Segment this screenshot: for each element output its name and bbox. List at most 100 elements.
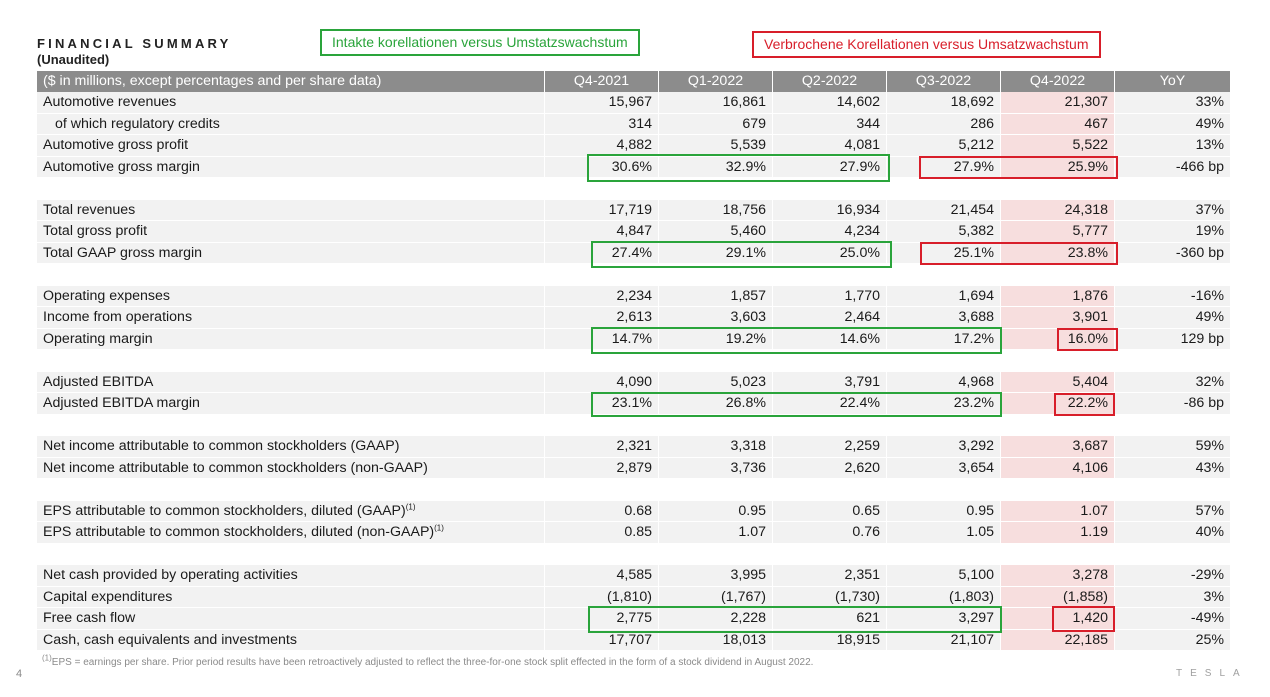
row-label: EPS attributable to common stockholders,… (37, 522, 544, 543)
row-label-text: Total gross profit (43, 223, 148, 239)
row-spacer (37, 544, 1230, 566)
table-row: Total gross profit 4,847 5,460 4,234 5,382 5,… (37, 221, 1230, 243)
row-label: Adjusted EBITDA (37, 372, 544, 393)
table-cell: 27.9% (886, 156, 1000, 177)
row-label-text: Adjusted EBITDA margin (43, 395, 200, 411)
row-label: Cash, cash equivalents and investments (37, 630, 544, 651)
table-cell: 22.4% (772, 393, 886, 414)
table-cell: 0.95 (658, 500, 772, 521)
table-row: Automotive revenues 15,967 16,861 14,602 18,… (37, 92, 1230, 114)
table-cell: 0.68 (544, 500, 658, 521)
table-cell: 49% (1114, 113, 1230, 134)
table-cell: 21,307 (1000, 92, 1114, 113)
table-cell: 2,464 (772, 307, 886, 328)
row-label-text: EPS attributable to common stockholders,… (43, 524, 435, 540)
row-spacer (37, 415, 1230, 437)
table-row: Free cash flow 2,775 2,228 621 3,297 1,420 -49… (37, 608, 1230, 630)
table-cell: 21,107 (886, 629, 1000, 650)
table-row: Net income attributable to common stockh… (37, 457, 1230, 479)
table-cell: 4,847 (544, 221, 658, 242)
table-cell: 679 (658, 113, 772, 134)
row-label: of which regulatory credits (37, 114, 544, 135)
table-row: Income from operations 2,613 3,603 2,464 3,6… (37, 307, 1230, 329)
table-cell: 3,318 (658, 436, 772, 457)
table-row: Net income attributable to common stockh… (37, 436, 1230, 458)
table-cell: 37% (1114, 199, 1230, 220)
table-cell: 0.85 (544, 522, 658, 543)
row-label-text: of which regulatory credits (55, 115, 220, 132)
footnote-marker: (1) (434, 523, 444, 533)
table-cell: 18,756 (658, 199, 772, 220)
table-cell: 30.6% (544, 156, 658, 177)
table-cell: 25.9% (1000, 156, 1114, 177)
row-label: Total revenues (37, 200, 544, 221)
row-label: Automotive revenues (37, 92, 544, 113)
table-row: EPS attributable to common stockholders,… (37, 500, 1230, 522)
table-cell: 5,539 (658, 135, 772, 156)
row-label: Operating margin (37, 329, 544, 350)
table-cell: 27.9% (772, 156, 886, 177)
row-label-text: Net income attributable to common stockh… (43, 438, 400, 454)
table-cell: (1,858) (1000, 586, 1114, 607)
table-cell: 5,212 (886, 135, 1000, 156)
table-cell: 0.76 (772, 522, 886, 543)
row-label-text: Automotive gross margin (43, 158, 200, 175)
green-box-ebitda-margin (591, 392, 1002, 417)
row-label-text: Total revenues (43, 201, 136, 218)
table-cell: (1,803) (886, 586, 1000, 607)
table-row: Total revenues 17,719 18,756 16,934 21,454 24… (37, 199, 1230, 221)
table-cell: 23.1% (544, 393, 658, 414)
row-label-text: Cash, cash equivalents and investments (43, 631, 297, 648)
table-cell: 4,968 (886, 371, 1000, 392)
table-cell: 2,228 (658, 608, 772, 629)
table-cell: 14.6% (772, 328, 886, 349)
table-cell: 1,857 (658, 285, 772, 306)
table-cell: 43% (1114, 457, 1230, 478)
table-cell: 15,967 (544, 92, 658, 113)
column-header: Q2-2022 (772, 71, 886, 92)
row-label: Total gross profit (37, 221, 544, 242)
row-label: Net income attributable to common stockh… (37, 436, 544, 457)
table-cell: 5,522 (1000, 135, 1114, 156)
table-cell: 3% (1114, 586, 1230, 607)
row-label-text: Operating margin (43, 330, 153, 347)
table-cell: 18,915 (772, 629, 886, 650)
table-cell: 4,081 (772, 135, 886, 156)
table-cell: 57% (1114, 500, 1230, 521)
table-cell: 33% (1114, 92, 1230, 113)
table-cell: 1.07 (658, 522, 772, 543)
table-cell: 1.19 (1000, 522, 1114, 543)
table-cell: 17,707 (544, 629, 658, 650)
green-box-operating-margin (591, 327, 1002, 354)
table-cell: 21,454 (886, 199, 1000, 220)
row-label-text: Automotive gross profit (43, 137, 189, 153)
row-label: EPS attributable to common stockholders,… (37, 501, 544, 522)
column-header: Q1-2022 (658, 71, 772, 92)
row-label: Operating expenses (37, 286, 544, 307)
row-label-text: Automotive revenues (43, 94, 177, 110)
table-cell: 23.8% (1000, 242, 1114, 263)
table-cell: 3,297 (886, 608, 1000, 629)
table-cell: 621 (772, 608, 886, 629)
row-label-text: Total GAAP gross margin (43, 244, 203, 261)
table-cell: 1.07 (1000, 500, 1114, 521)
table-cell: 29.1% (658, 242, 772, 263)
red-box-automotive-gross-margin (919, 156, 1118, 179)
table-cell: 344 (772, 113, 886, 134)
table-cell: -16% (1114, 285, 1230, 306)
row-label: Income from operations (37, 307, 544, 328)
row-label: Net cash provided by operating activitie… (37, 565, 544, 586)
table-cell: 3,901 (1000, 307, 1114, 328)
table-cell: 1,420 (1000, 608, 1114, 629)
table-cell: 5,460 (658, 221, 772, 242)
table-cell: 4,090 (544, 371, 658, 392)
green-box-automotive-gross-margin (587, 154, 890, 182)
tesla-logo: TESLA (1176, 668, 1248, 679)
table-row: Net cash provided by operating activitie… (37, 565, 1230, 587)
table-cell: 49% (1114, 307, 1230, 328)
table-cell: 22,185 (1000, 629, 1114, 650)
row-label: Adjusted EBITDA margin (37, 393, 544, 414)
table-row: Operating expenses 2,234 1,857 1,770 1,694 1,… (37, 285, 1230, 307)
row-label-text: EPS attributable to common stockholders,… (43, 502, 406, 519)
red-box-operating-margin (1057, 328, 1118, 351)
